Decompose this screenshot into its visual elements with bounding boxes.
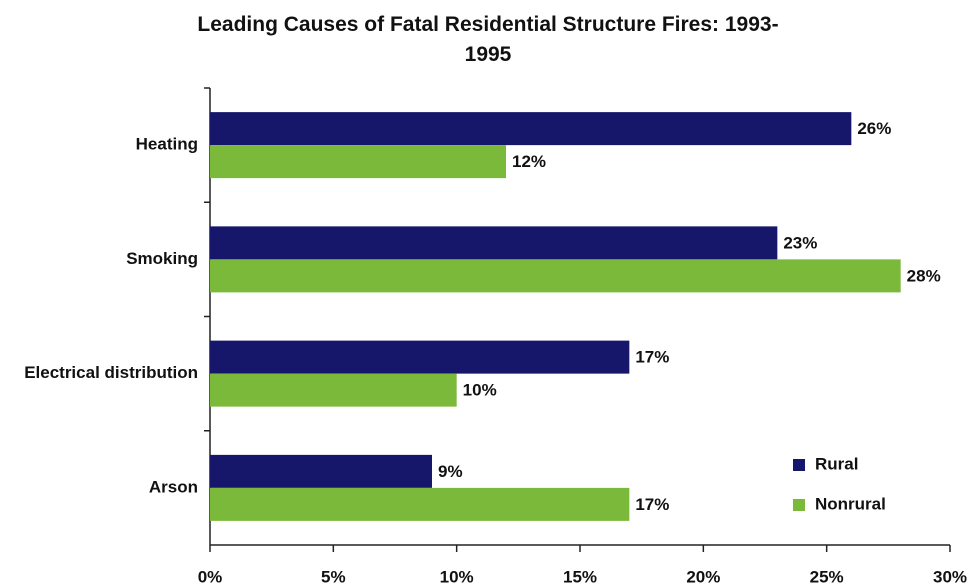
value-label: 26% <box>857 119 891 138</box>
bar <box>210 340 630 374</box>
y-tick-label: Electrical distribution <box>24 363 198 382</box>
y-tick-label: Arson <box>149 477 198 496</box>
bar <box>210 259 901 293</box>
bar <box>210 487 630 521</box>
value-label: 17% <box>635 495 669 514</box>
bar <box>210 112 852 146</box>
value-label: 23% <box>783 233 817 252</box>
legend-label: Rural <box>815 454 858 473</box>
y-tick-label: Smoking <box>126 249 198 268</box>
chart-title: Leading Causes of Fatal Residential Stru… <box>197 13 779 66</box>
y-tick-label: Heating <box>136 135 198 154</box>
bar <box>210 454 432 488</box>
x-tick-label: 25% <box>810 567 844 586</box>
bar <box>210 145 506 179</box>
value-label: 12% <box>512 152 546 171</box>
value-label: 10% <box>463 381 497 400</box>
bar <box>210 373 457 407</box>
x-tick-label: 10% <box>440 567 474 586</box>
x-tick-label: 5% <box>321 567 346 586</box>
x-tick-label: 30% <box>933 567 967 586</box>
legend-swatch <box>793 459 805 471</box>
value-label: 17% <box>635 348 669 367</box>
x-tick-label: 20% <box>686 567 720 586</box>
x-tick-label: 0% <box>198 567 223 586</box>
x-tick-label: 15% <box>563 567 597 586</box>
legend-label: Nonrural <box>815 494 886 513</box>
value-label: 28% <box>907 266 941 285</box>
legend-swatch <box>793 499 805 511</box>
bar <box>210 226 778 260</box>
value-label: 9% <box>438 462 463 481</box>
